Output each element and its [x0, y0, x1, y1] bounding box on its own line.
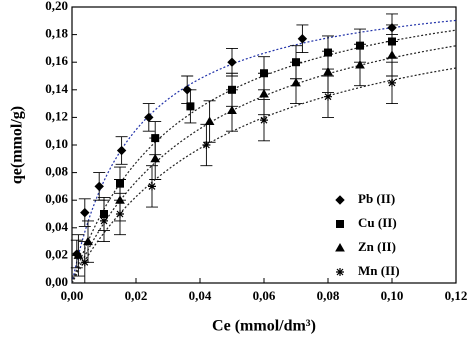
y-tick-label: 0,16 — [45, 53, 68, 68]
data-point — [324, 92, 332, 101]
legend-marker — [336, 220, 344, 228]
y-tick-label: 0,06 — [45, 191, 68, 206]
data-point — [144, 112, 154, 123]
data-point — [259, 88, 269, 98]
data-point — [355, 59, 365, 69]
y-tick-label: 0,08 — [45, 164, 68, 179]
legend-marker — [335, 242, 345, 252]
legend-label: Pb (II) — [358, 191, 395, 206]
data-point — [297, 34, 308, 44]
plot-frame — [71, 6, 457, 284]
data-point — [323, 66, 333, 76]
x-tick-label: 0,06 — [253, 288, 276, 303]
data-point — [150, 153, 161, 163]
data-point — [80, 258, 89, 267]
y-tick-label: 0,04 — [45, 219, 68, 234]
y-tick-label: 0,14 — [45, 81, 68, 96]
data-point — [202, 141, 211, 149]
data-point — [260, 116, 268, 125]
x-tick-label: 0,00 — [61, 288, 84, 303]
data-point — [148, 182, 156, 191]
data-point — [204, 116, 215, 126]
y-tick-label: 0,18 — [45, 26, 68, 41]
legend-label: Zn (II) — [358, 239, 396, 254]
data-point — [83, 236, 93, 246]
legend-label: Cu (II) — [358, 215, 397, 230]
x-tick-label: 0,12 — [445, 288, 468, 303]
y-tick-label: 0,12 — [45, 108, 68, 123]
data-point — [100, 216, 108, 225]
x-tick-label: 0,02 — [125, 288, 148, 303]
data-point — [388, 78, 396, 87]
data-point — [291, 77, 301, 87]
data-point — [80, 207, 90, 218]
data-point — [94, 181, 104, 192]
y-axis-label: qe(mmol/g) — [9, 106, 26, 184]
data-point — [227, 105, 237, 114]
y-tick-label: 0,02 — [45, 246, 68, 261]
data-point — [116, 210, 124, 218]
x-tick-label: 0,04 — [189, 288, 212, 303]
legend-label: Mn (II) — [358, 263, 400, 278]
legend-marker — [336, 268, 344, 276]
x-tick-label: 0,10 — [381, 288, 404, 303]
x-axis-label: Ce (mmol/dm³) — [212, 318, 316, 335]
data-point — [227, 57, 237, 67]
legend-marker — [335, 195, 345, 205]
y-tick-label: 0,10 — [45, 136, 68, 151]
y-tick-label: 0,00 — [45, 274, 68, 289]
data-point — [387, 50, 397, 59]
y-tick-label: 0,20 — [45, 0, 68, 13]
data-point — [73, 250, 84, 259]
x-tick-label: 0,08 — [317, 288, 340, 303]
data-point — [116, 145, 127, 156]
data-point — [186, 102, 195, 111]
